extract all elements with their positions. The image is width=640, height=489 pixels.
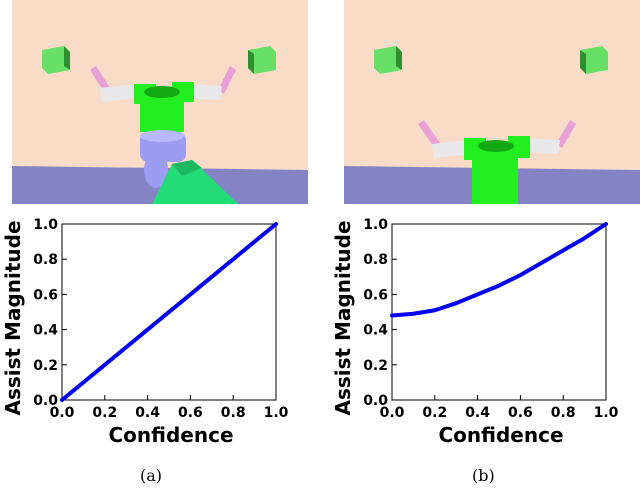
x-tick-label: 1.0 — [264, 405, 289, 421]
y-tick-label: 0.4 — [33, 323, 58, 339]
series-line — [60, 222, 278, 402]
chart-a: 0.0 0.2 0.4 0.6 0.8 1.0 0.0 0.2 0.4 0.6 0.8 1.0 Conf… — [0, 206, 320, 462]
x-tick-label: 0.0 — [50, 405, 75, 421]
plot-frame — [61, 223, 277, 401]
y-axis-label: Assist Magnitude — [1, 220, 25, 415]
x-tick-label: 0.2 — [92, 405, 117, 421]
y-tick-label: 1.0 — [363, 217, 388, 233]
y-tick-label: 0.8 — [33, 252, 58, 268]
y-tick-label: 0.2 — [33, 358, 58, 374]
y-tick-label: 0.6 — [33, 287, 58, 303]
y-tick-label: 0.0 — [363, 393, 388, 409]
x-axis-label: Confidence — [108, 423, 233, 447]
target-cube-left — [374, 46, 402, 74]
robot-arm-scene-icon — [12, 0, 308, 204]
caption-a: (a) — [140, 466, 163, 485]
y-axis-label: Assist Magnitude — [331, 220, 355, 415]
series-line — [390, 222, 608, 318]
robot-scene-b — [344, 0, 640, 204]
chart-a-svg: 0.0 0.2 0.4 0.6 0.8 1.0 0.0 0.2 0.4 0.6 0.8 1.0 Conf… — [1, 217, 289, 447]
y-tick-label: 0.2 — [363, 358, 388, 374]
caption-b: (b) — [472, 466, 495, 485]
x-tick-label: 1.0 — [594, 405, 619, 421]
x-tick-label: 0.4 — [465, 405, 490, 421]
x-tick-label: 0.6 — [178, 405, 203, 421]
y-tick-label: 0.6 — [363, 287, 388, 303]
chart-b-svg: 0.0 0.2 0.4 0.6 0.8 1.0 0.0 0.2 0.4 0.6 0.8 1.0 Conf… — [331, 217, 619, 447]
y-tick-label: 0.4 — [363, 323, 388, 339]
x-tick-label: 0.8 — [221, 405, 246, 421]
y-tick-label: 0.8 — [363, 252, 388, 268]
x-tick-label: 0.4 — [135, 405, 160, 421]
target-cube-right — [580, 46, 608, 74]
robot-lower-arm — [140, 130, 186, 188]
y-tick-label: 1.0 — [33, 217, 58, 233]
x-axis-label: Confidence — [438, 423, 563, 447]
robot-body — [464, 136, 530, 204]
robot-body — [134, 82, 194, 132]
human-arm — [152, 160, 238, 204]
y-tick-label: 0.0 — [33, 393, 58, 409]
target-cube-right — [248, 46, 276, 74]
target-cube-left — [42, 46, 70, 74]
plot-frame — [391, 223, 607, 401]
chart-b: 0.0 0.2 0.4 0.6 0.8 1.0 0.0 0.2 0.4 0.6 0.8 1.0 Conf… — [330, 206, 640, 462]
x-tick-label: 0.2 — [422, 405, 447, 421]
x-tick-label: 0.0 — [380, 405, 405, 421]
robot-scene-a — [12, 0, 308, 204]
x-tick-label: 0.6 — [508, 405, 533, 421]
x-tick-label: 0.8 — [551, 405, 576, 421]
robot-arm-scene-icon — [344, 0, 640, 204]
